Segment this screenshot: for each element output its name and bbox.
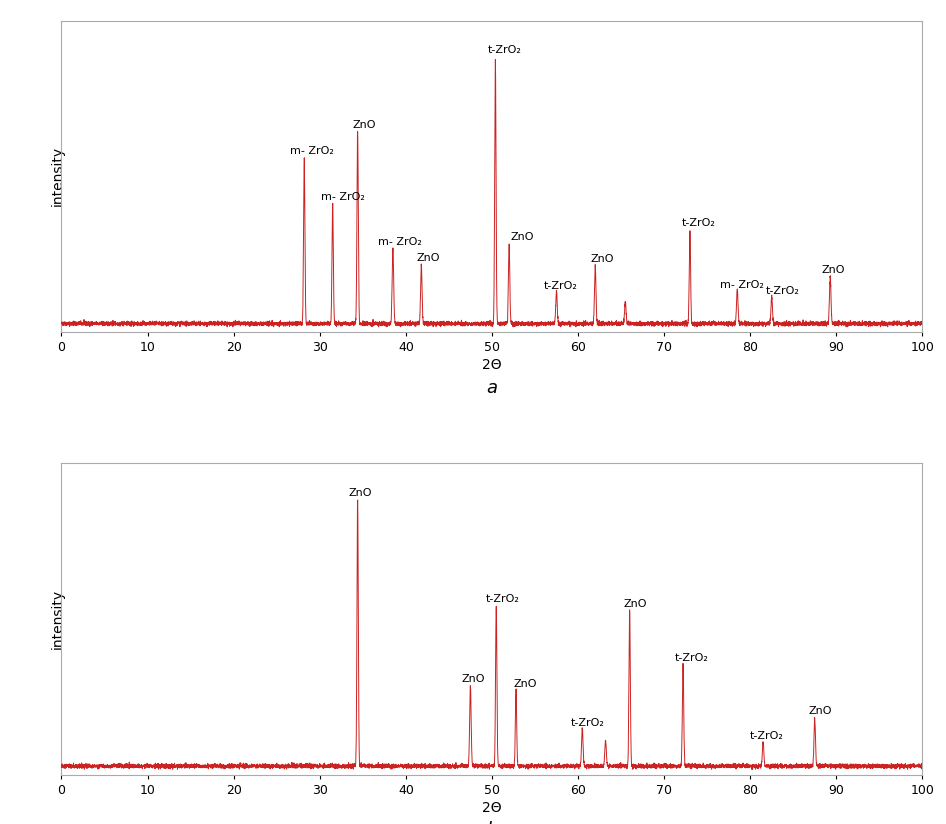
Text: ZnO: ZnO [462, 674, 485, 684]
X-axis label: 2Θ: 2Θ [482, 358, 501, 372]
Text: ZnO: ZnO [822, 265, 845, 275]
Text: ZnO: ZnO [416, 253, 440, 263]
Text: m- ZrO₂: m- ZrO₂ [289, 147, 334, 157]
Text: ZnO: ZnO [511, 232, 534, 241]
Text: m- ZrO₂: m- ZrO₂ [720, 279, 764, 289]
Text: t-ZrO₂: t-ZrO₂ [487, 45, 521, 55]
Text: ZnO: ZnO [591, 255, 614, 265]
Y-axis label: intensity: intensity [50, 588, 64, 648]
Text: t-ZrO₂: t-ZrO₂ [750, 731, 784, 742]
Text: t-ZrO₂: t-ZrO₂ [486, 594, 519, 604]
Text: m- ZrO₂: m- ZrO₂ [322, 192, 365, 202]
Text: t-ZrO₂: t-ZrO₂ [681, 218, 715, 228]
Text: ZnO: ZnO [514, 679, 537, 690]
Text: t-ZrO₂: t-ZrO₂ [765, 286, 799, 296]
Text: a: a [486, 379, 498, 397]
Text: ZnO: ZnO [353, 119, 376, 129]
Text: b: b [486, 822, 498, 824]
Text: m- ZrO₂: m- ZrO₂ [378, 237, 422, 247]
Text: ZnO: ZnO [348, 488, 372, 498]
X-axis label: 2Θ: 2Θ [482, 801, 501, 815]
Y-axis label: intensity: intensity [50, 147, 64, 207]
Text: t-ZrO₂: t-ZrO₂ [571, 718, 605, 728]
Text: t-ZrO₂: t-ZrO₂ [544, 281, 577, 291]
Text: t-ZrO₂: t-ZrO₂ [674, 653, 709, 662]
Text: ZnO: ZnO [623, 600, 647, 610]
Text: ZnO: ZnO [809, 706, 832, 716]
